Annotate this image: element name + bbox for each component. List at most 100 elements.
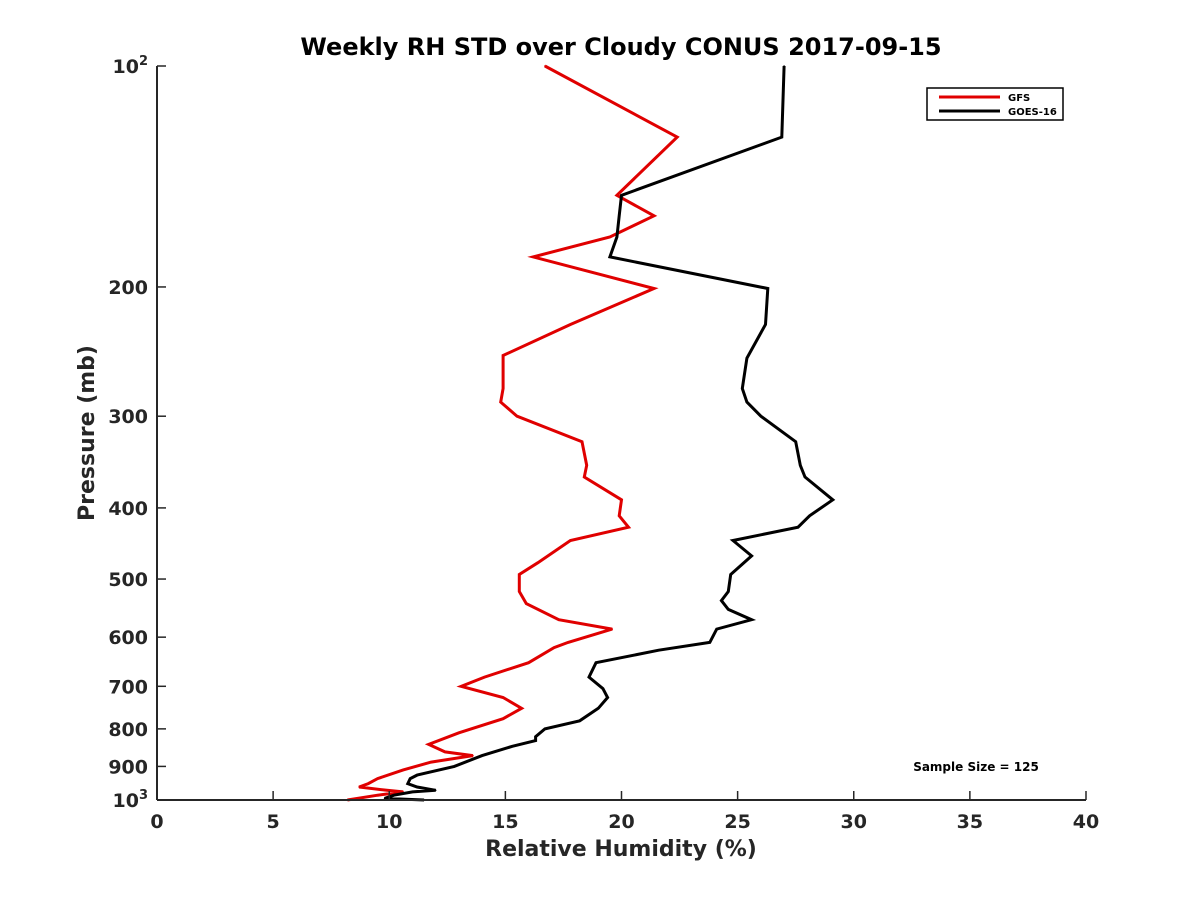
- legend-box: [926, 87, 1064, 121]
- data-point-goes-16: [453, 765, 456, 768]
- data-point-gfs: [653, 215, 655, 217]
- data-point-goes-16: [534, 735, 537, 738]
- data-point-gfs: [502, 387, 504, 390]
- data-point-goes-16: [609, 256, 611, 258]
- legend: GFS GOES-16: [926, 87, 1064, 121]
- x-axis-ticks: 0 5 10 15 20 25 30 35 40: [150, 791, 1099, 833]
- data-point-gfs: [376, 794, 379, 796]
- data-point-gfs: [472, 754, 474, 757]
- series-layer: [346, 64, 836, 802]
- data-point-gfs: [516, 415, 518, 418]
- data-point-goes-16: [799, 464, 802, 467]
- data-point-gfs: [430, 761, 432, 763]
- data-point-gfs: [558, 618, 560, 621]
- data-point-goes-16: [588, 676, 590, 678]
- data-point-goes-16: [767, 287, 769, 290]
- data-point-gfs: [611, 628, 613, 630]
- data-point-goes-16: [804, 476, 806, 478]
- data-point-gfs: [544, 65, 546, 67]
- data-point-gfs: [532, 256, 534, 258]
- data-point-goes-16: [606, 696, 609, 699]
- legend-label-gfs: GFS: [1008, 93, 1030, 104]
- data-point-gfs: [402, 769, 405, 771]
- data-point-goes-16: [409, 777, 412, 780]
- x-tick-label: 25: [724, 811, 750, 833]
- data-point-gfs: [553, 646, 555, 649]
- data-point-goes-16: [511, 745, 514, 748]
- data-point-gfs: [620, 499, 623, 501]
- legend-label-goes-16: GOES-16: [1008, 107, 1057, 118]
- y-tick-label: 400: [108, 498, 148, 520]
- data-point-gfs: [616, 194, 618, 197]
- x-tick-label: 20: [608, 811, 634, 833]
- series-gfs-group: [346, 64, 680, 802]
- data-point-goes-16: [750, 555, 753, 557]
- data-point-gfs: [537, 561, 539, 564]
- data-point-gfs: [569, 323, 572, 326]
- data-point-goes-16: [597, 707, 600, 710]
- data-point-goes-16: [416, 786, 418, 788]
- y-axis-ticks: 102 200 300 400 500 600 700 800 900 103: [108, 54, 166, 812]
- data-point-gfs: [581, 440, 583, 443]
- data-point-gfs: [499, 401, 502, 403]
- data-point-goes-16: [794, 440, 797, 443]
- data-point-goes-16: [407, 782, 409, 785]
- data-point-gfs: [386, 789, 388, 792]
- y-tick-label: 800: [108, 719, 148, 741]
- data-point-goes-16: [715, 628, 718, 630]
- data-point-gfs: [653, 287, 655, 290]
- data-point-gfs: [609, 236, 611, 238]
- data-point-goes-16: [727, 590, 730, 593]
- data-point-gfs: [676, 136, 678, 138]
- data-point-goes-16: [781, 136, 783, 138]
- x-tick-label: 35: [957, 811, 983, 833]
- data-point-goes-16: [434, 789, 437, 792]
- chart-title: Weekly RH STD over Cloudy CONUS 2017-09-…: [300, 33, 941, 61]
- data-point-gfs: [458, 732, 460, 734]
- sample-size-annotation: Sample Size = 125: [913, 760, 1039, 774]
- data-point-gfs: [460, 685, 463, 688]
- data-point-goes-16: [746, 401, 748, 403]
- data-point-gfs: [583, 476, 586, 478]
- data-point-goes-16: [797, 526, 799, 528]
- data-point-goes-16: [746, 357, 748, 359]
- data-point-goes-16: [383, 797, 386, 800]
- x-tick-label: 30: [841, 811, 867, 833]
- data-point-gfs: [502, 354, 504, 357]
- data-point-gfs: [376, 777, 379, 780]
- y-tick-label: 200: [108, 277, 148, 299]
- series-line-gfs: [347, 64, 680, 802]
- data-point-goes-16: [760, 415, 762, 418]
- data-point-goes-16: [657, 649, 660, 651]
- data-point-goes-16: [741, 387, 744, 390]
- x-tick-label: 40: [1073, 811, 1099, 833]
- data-point-gfs: [520, 707, 523, 710]
- data-point-goes-16: [618, 215, 620, 217]
- data-point-goes-16: [544, 728, 546, 730]
- x-axis-label: Relative Humidity (%): [485, 837, 757, 862]
- data-point-goes-16: [764, 323, 767, 326]
- x-tick-label: 10: [376, 811, 402, 833]
- data-point-gfs: [525, 602, 528, 605]
- data-point-goes-16: [616, 236, 618, 238]
- data-point-gfs: [502, 717, 504, 720]
- data-point-goes-16: [595, 661, 597, 664]
- data-point-gfs: [527, 661, 530, 664]
- data-point-goes-16: [727, 608, 730, 611]
- x-tick-label: 5: [267, 811, 280, 833]
- data-point-goes-16: [534, 739, 537, 742]
- y-tick-label: 300: [108, 406, 148, 428]
- x-tick-label: 15: [492, 811, 518, 833]
- y-tick-label: 102: [113, 54, 149, 78]
- data-point-gfs: [502, 696, 504, 699]
- data-point-gfs: [367, 782, 370, 785]
- data-point-goes-16: [750, 618, 753, 621]
- data-point-gfs: [585, 464, 588, 467]
- data-point-goes-16: [832, 499, 834, 501]
- x-tick-label: 0: [150, 811, 163, 833]
- data-point-goes-16: [620, 194, 623, 197]
- data-point-goes-16: [416, 774, 418, 776]
- y-tick-label: 600: [108, 627, 148, 649]
- data-point-gfs: [444, 751, 446, 753]
